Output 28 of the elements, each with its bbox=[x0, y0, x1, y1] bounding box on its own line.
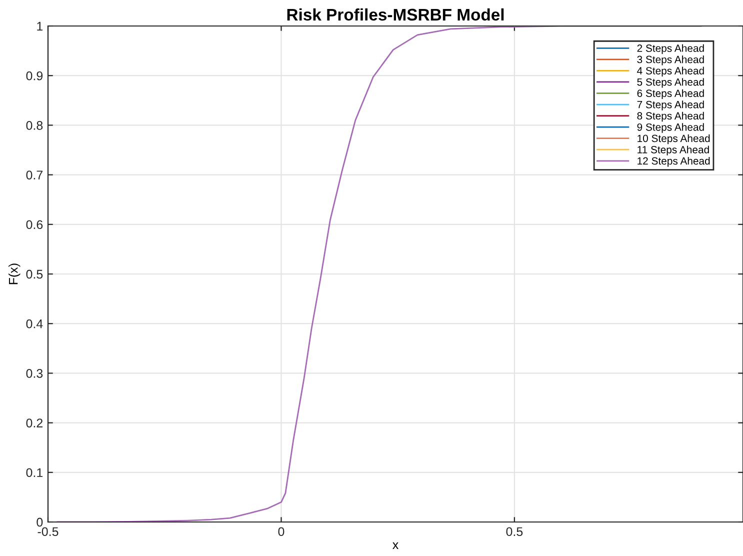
y-tick-label: 0.9 bbox=[26, 71, 43, 80]
y-tick-label: 0.7 bbox=[26, 170, 43, 180]
y-tick-label: 0.3 bbox=[26, 369, 43, 378]
legend-label: 5 Steps Ahead bbox=[637, 78, 704, 88]
legend-label: 11 Steps Ahead bbox=[638, 146, 709, 156]
legend-label: 7 Steps Ahead bbox=[637, 100, 704, 110]
y-tick-label: 0.6 bbox=[26, 220, 43, 230]
y-tick-label: 0 bbox=[36, 518, 43, 527]
y-tick-label: 0.5 bbox=[26, 270, 43, 279]
legend-label: 12 Steps Ahead bbox=[638, 156, 710, 167]
legend-label: 4 Steps Ahead bbox=[637, 66, 704, 77]
y-tick-label: 0.4 bbox=[26, 319, 43, 328]
x-tick-label: 0.5 bbox=[506, 527, 523, 536]
x-axis-title: x bbox=[392, 542, 398, 549]
y-axis-title: F(x) bbox=[8, 264, 20, 284]
y-tick-label: 0.8 bbox=[26, 121, 43, 130]
y-tick-label: 1 bbox=[37, 22, 43, 31]
legend-label: 2 Steps Ahead bbox=[637, 44, 704, 54]
legend-label: 8 Steps Ahead bbox=[637, 112, 704, 122]
chart-title: Risk Profiles-MSRBF Model bbox=[287, 8, 504, 21]
y-tick-label: 0.1 bbox=[26, 468, 43, 478]
y-tick-label: 0.2 bbox=[26, 418, 43, 428]
legend-label: 9 Steps Ahead bbox=[637, 123, 704, 133]
x-tick-label: 0 bbox=[278, 527, 284, 536]
legend-label: 10 Steps Ahead bbox=[638, 134, 710, 144]
legend-label: 3 Steps Ahead bbox=[637, 56, 704, 66]
legend-label: 6 Steps Ahead bbox=[637, 89, 704, 100]
x-tick-label: -0.5 bbox=[38, 527, 58, 536]
